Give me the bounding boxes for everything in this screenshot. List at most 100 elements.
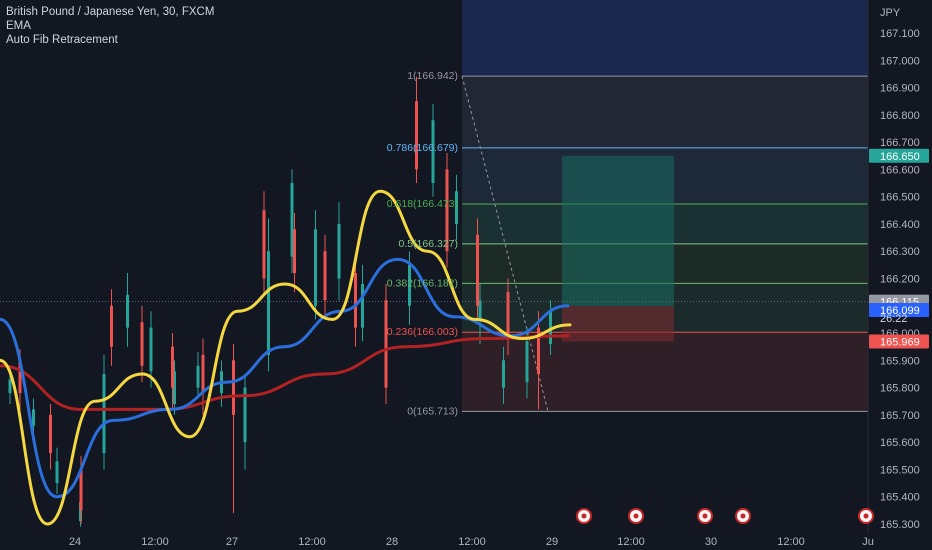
bull-candle — [549, 311, 552, 344]
stop-zone — [562, 306, 674, 342]
event-dot — [740, 513, 746, 519]
x-tick-label: 24 — [69, 536, 81, 548]
y-tick-label: 166.900 — [880, 83, 920, 95]
bear-candle — [18, 360, 22, 394]
chart-legend: British Pound / Japanese Yen, 30, FXCM E… — [6, 5, 214, 47]
bear-candle — [232, 360, 235, 415]
x-tick-label: 12:00 — [777, 536, 805, 548]
bull-candle — [267, 251, 270, 355]
y-tick-label: 166.800 — [880, 110, 920, 122]
y-tick-label: 167.100 — [880, 28, 920, 40]
y-tick-label: 166.600 — [880, 164, 920, 176]
x-tick-label: 12:00 — [298, 536, 326, 548]
bull-candle — [431, 120, 435, 184]
bar-countdown: 26:22 — [880, 313, 908, 325]
fib-level-label: 0(165.713) — [407, 405, 458, 417]
bull-candle — [337, 223, 341, 279]
bull-candle — [126, 294, 129, 328]
time-axis — [0, 532, 868, 550]
fib-level-label: 0.236(166.003) — [387, 326, 458, 338]
bull-candle — [243, 387, 247, 443]
target-zone — [562, 155, 674, 307]
y-tick-label: 166.300 — [880, 246, 920, 258]
x-tick-label: Ju — [862, 536, 874, 548]
bear-candle — [49, 414, 52, 454]
economic-event-marker[interactable] — [576, 508, 592, 524]
bull-candle — [173, 371, 176, 404]
bear-candle — [445, 169, 449, 252]
bear-candle — [537, 327, 540, 374]
y-tick-label: 165.700 — [880, 410, 920, 422]
ema-fast-line — [0, 189, 572, 526]
y-tick-label: 165.500 — [880, 464, 920, 476]
fib-level-label: 0.618(166.473) — [387, 198, 458, 210]
bull-candle — [196, 365, 200, 388]
x-tick-label: 29 — [546, 536, 558, 548]
bull-candle — [32, 409, 35, 426]
fib-level-label: 0.382(166.182) — [387, 277, 458, 289]
bull-candle — [408, 264, 411, 306]
y-tick-label: 165.400 — [880, 492, 920, 504]
bull-candle — [314, 229, 317, 306]
indicator-fib[interactable]: Auto Fib Retracement — [6, 34, 118, 46]
x-tick-label: 28 — [386, 536, 398, 548]
bear-candle — [506, 292, 510, 339]
bear-candle — [201, 354, 205, 394]
fib-zone-band — [462, 332, 868, 412]
price-tag-label: 166.650 — [880, 151, 920, 163]
price-tag — [869, 303, 929, 318]
price-tag-label: 166.099 — [880, 305, 920, 317]
bear-candle — [323, 251, 327, 301]
y-tick-label: 167.000 — [880, 55, 920, 67]
y-tick-label: 166.700 — [880, 137, 920, 149]
x-tick-label: 12:00 — [458, 536, 486, 548]
economic-event-marker[interactable] — [735, 508, 751, 524]
price-tag — [869, 334, 929, 349]
economic-event-marker[interactable] — [628, 508, 644, 524]
fib-trend-line — [461, 75, 549, 412]
bear-candle — [171, 346, 174, 388]
ema-slow-line — [0, 334, 570, 411]
y-tick-label: 166.400 — [880, 219, 920, 231]
event-dot — [633, 513, 639, 519]
y-tick-label: 165.900 — [880, 355, 920, 367]
bear-candle — [354, 273, 357, 328]
bull-candle — [290, 183, 294, 257]
fib-level-label: 0.5(166.327) — [398, 238, 458, 250]
y-tick-label: 165.800 — [880, 383, 920, 395]
x-tick-label: 12:00 — [617, 536, 645, 548]
bull-candle — [149, 327, 153, 372]
y-tick-label: 166.500 — [880, 192, 920, 204]
ema-mid-line — [0, 257, 570, 499]
symbol-title[interactable]: British Pound / Japanese Yen, 30, FXCM — [6, 6, 215, 18]
bear-candle — [140, 322, 144, 366]
economic-event-marker[interactable] — [858, 508, 874, 524]
fib-level-label: 0.786(166.679) — [387, 142, 458, 154]
x-tick-label: 30 — [705, 536, 717, 548]
bear-candle — [384, 300, 388, 388]
bear-candle — [110, 305, 113, 347]
bull-candle — [102, 373, 106, 454]
y-tick-label: 166.200 — [880, 274, 920, 286]
bear-candle — [262, 210, 266, 279]
event-dot — [702, 513, 708, 519]
x-tick-label: 12:00 — [141, 536, 169, 548]
bear-candle — [476, 234, 479, 306]
bull-candle — [455, 191, 458, 224]
event-dot — [863, 513, 869, 519]
fib-extension-zone — [462, 0, 868, 77]
economic-event-marker[interactable] — [697, 508, 713, 524]
price-tag-label: 165.969 — [880, 337, 920, 349]
price-tag — [869, 148, 929, 163]
bear-candle — [79, 469, 83, 511]
y-tick-label: 165.300 — [880, 519, 920, 531]
bull-candle — [55, 461, 59, 484]
bull-candle — [8, 379, 12, 394]
price-axis — [868, 0, 932, 550]
bull-candle — [525, 341, 529, 383]
event-dot — [581, 513, 587, 519]
x-tick-label: 27 — [226, 536, 238, 548]
indicator-ema[interactable]: EMA — [6, 20, 31, 32]
fib-zone-band — [462, 76, 868, 148]
